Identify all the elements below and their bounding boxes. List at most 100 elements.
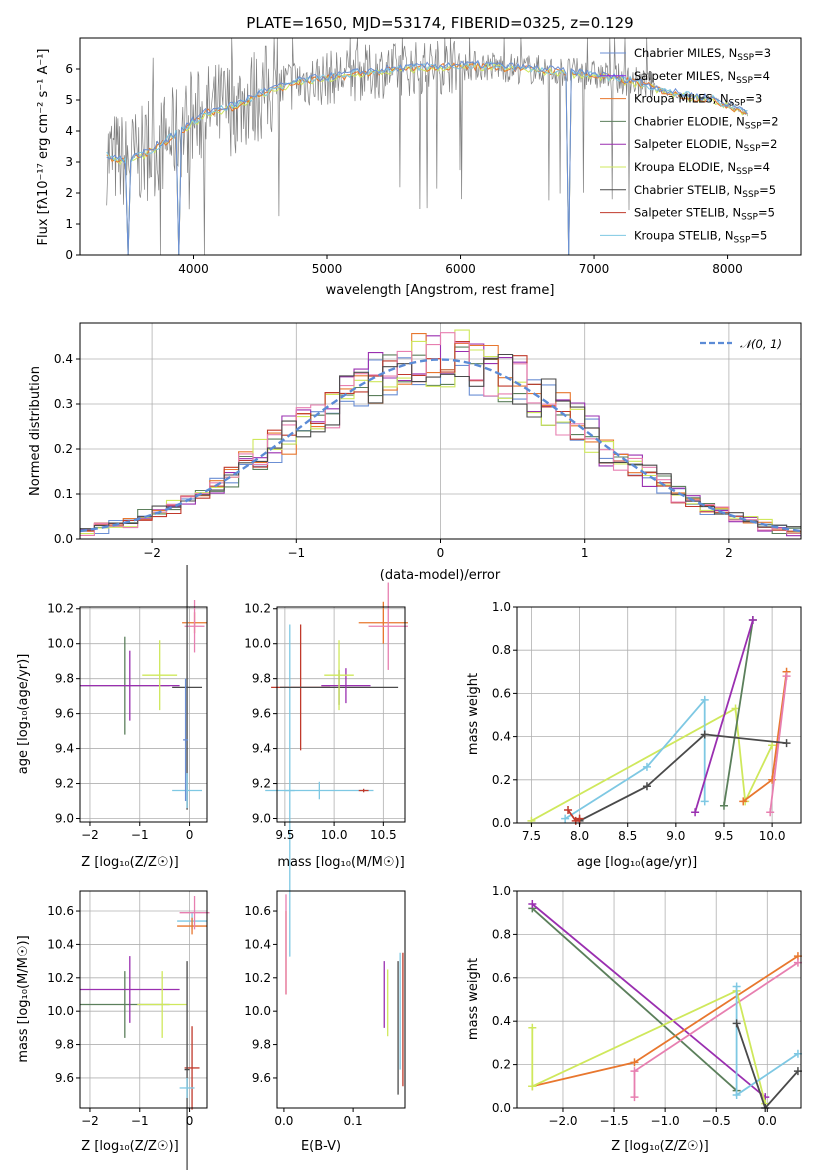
weight-point-marker <box>732 982 741 991</box>
legend-entry: Chabrier STELIB, NSSP=5 <box>634 183 776 200</box>
y-tick-label: 4 <box>65 124 73 138</box>
y-tick-label: 9.4 <box>55 742 74 756</box>
y-tick-label: 9.6 <box>252 1071 271 1085</box>
x-tick-label: 8000 <box>712 262 743 276</box>
weight-series-line <box>579 733 787 822</box>
spectrum-panel: PLATE=1650, MJD=53174, FIBERID=0325, z=0… <box>36 14 802 298</box>
y-tick-label: 0.2 <box>492 1058 511 1072</box>
weight-point-marker <box>732 1090 741 1099</box>
weight-z-xlabel: Z [log₁₀(Z/Z☉)] <box>611 1139 708 1154</box>
spectrum-x-ticks: 4000 5000 6000 7000 8000 <box>178 255 743 276</box>
weight-point-marker <box>731 704 740 713</box>
y-tick-label: 10.4 <box>47 937 74 951</box>
y-tick-label: 10.6 <box>244 904 271 918</box>
weight-point-marker <box>782 739 791 748</box>
x-tick-label: −1 <box>287 546 305 560</box>
weight-age-xlabel: age [log₁₀(age/yr)] <box>577 855 698 870</box>
x-tick-label: −1.0 <box>651 1114 680 1128</box>
weight-point-marker <box>748 615 757 624</box>
x-tick-label: 7000 <box>579 262 610 276</box>
age-z-xlabel: Z [log₁₀(Z/Z☉)] <box>81 855 178 870</box>
histogram-ylabel: Normed distribution <box>28 366 43 496</box>
legend-entry: Salpeter ELODIE, NSSP=2 <box>634 137 777 154</box>
panel-frame <box>516 606 802 824</box>
y-tick-label: 6 <box>65 62 73 76</box>
y-tick-label: 0.0 <box>492 816 511 830</box>
y-tick-label: 9.4 <box>252 742 271 756</box>
histogram-x-ticks: −2 −1 0 1 2 <box>143 539 733 560</box>
weight-vs-age-panel: 7.5 8.0 8.5 9.0 9.5 10.0 0.0 0.2 0.4 0.6 0.8 1.0 <box>492 600 802 843</box>
y-tick-label: 1 <box>65 217 73 231</box>
x-tick-label: −2.0 <box>548 1114 577 1128</box>
x-tick-label: 0 <box>186 828 194 842</box>
spectrum-model-line <box>106 61 748 256</box>
y-tick-label: 9.0 <box>55 812 74 826</box>
x-tick-label: 9.5 <box>275 828 294 842</box>
age-mass-xlabel: mass [log₁₀(M/M☉)] <box>277 855 404 870</box>
x-tick-label: −1 <box>131 828 149 842</box>
y-tick-label: 10.2 <box>244 971 271 985</box>
weight-point-marker <box>700 695 709 704</box>
weight-point-marker <box>691 808 700 817</box>
weight-point-marker <box>642 762 651 771</box>
legend-entry: Chabrier MILES, NSSP=3 <box>634 46 771 63</box>
panel-content <box>285 894 404 1095</box>
x-tick-label: 1 <box>581 546 589 560</box>
x-tick-label: 8.0 <box>570 829 589 843</box>
mass-z-ylabel: mass [log₁₀(M/M☉)] <box>16 935 31 1062</box>
residual-histogram-panel: −2 −1 0 1 2 0.0 0.1 0.2 0.3 0.4 (data-model)/err… <box>28 322 802 583</box>
weight-point-marker <box>732 1019 741 1028</box>
y-tick-label: 0.4 <box>492 1014 511 1028</box>
y-tick-label: 0.8 <box>492 643 511 657</box>
y-tick-label: 10.0 <box>47 1004 74 1018</box>
weight-point-marker <box>528 900 537 909</box>
x-tick-label: 2 <box>725 546 733 560</box>
x-tick-label: 8.5 <box>618 829 637 843</box>
weight-point-marker <box>719 801 728 810</box>
mass-ebv-xlabel: E(B-V) <box>301 1139 341 1154</box>
spectrum-legend: Chabrier MILES, NSSP=3 Salpeter MILES, NS… <box>600 46 779 245</box>
spectrum-title: PLATE=1650, MJD=53174, FIBERID=0325, z=0… <box>246 14 633 32</box>
weight-series-line <box>564 697 706 820</box>
histogram-step-line <box>80 329 801 535</box>
y-tick-label: 10.2 <box>47 602 74 616</box>
histogram-y-ticks: 0.0 0.1 0.2 0.3 0.4 <box>54 352 80 546</box>
mass-vs-metallicity-panel: −2 −1 0 9.6 9.8 10.0 10.2 10.4 10.6 <box>47 890 210 1170</box>
x-tick-label: −0.5 <box>702 1114 731 1128</box>
weight-point-marker <box>564 806 573 815</box>
y-tick-label: 10.2 <box>244 602 271 616</box>
x-tick-label: 0.1 <box>344 1114 363 1128</box>
y-tick-label: 9.2 <box>55 777 74 791</box>
panel-content <box>80 896 210 1170</box>
x-tick-label: 0.0 <box>274 1114 293 1128</box>
y-tick-label: 0.0 <box>492 1101 511 1115</box>
legend-entry: Chabrier ELODIE, NSSP=2 <box>634 114 779 131</box>
weight-point-marker <box>768 741 777 750</box>
y-tick-label: 0.6 <box>492 686 511 700</box>
normal-legend-label: 𝒩(0, 1) <box>740 337 782 351</box>
weight-series-line <box>531 903 766 1098</box>
y-tick-label: 9.6 <box>252 707 271 721</box>
spectrum-data-line <box>106 37 748 256</box>
y-tick-label: 0.1 <box>54 487 73 501</box>
weight-point-marker <box>561 814 570 823</box>
y-tick-label: 0.2 <box>492 773 511 787</box>
histogram-step-line <box>80 346 801 535</box>
y-tick-label: 9.8 <box>252 672 271 686</box>
weight-point-marker <box>700 797 709 806</box>
spectrum-xlabel: wavelength [Angstrom, rest frame] <box>326 283 555 298</box>
weight-point-marker <box>630 1093 639 1102</box>
x-tick-label: 9.0 <box>666 829 685 843</box>
weight-point-marker <box>700 730 709 739</box>
weight-age-ylabel: mass weight <box>466 673 481 755</box>
spectrum-y-ticks: 0 1 2 3 4 5 6 <box>65 62 80 262</box>
y-tick-label: 0.4 <box>54 352 73 366</box>
mass-vs-ebv-panel: 0.0 0.1 9.6 9.8 10.0 10.2 10.4 10.6 <box>244 890 406 1128</box>
x-tick-label: −1 <box>131 1114 149 1128</box>
panel-frame <box>79 606 208 823</box>
weight-point-marker <box>782 672 791 681</box>
weight-point-marker <box>528 1023 537 1032</box>
x-tick-label: −2 <box>143 546 161 560</box>
x-tick-label: 4000 <box>178 262 209 276</box>
